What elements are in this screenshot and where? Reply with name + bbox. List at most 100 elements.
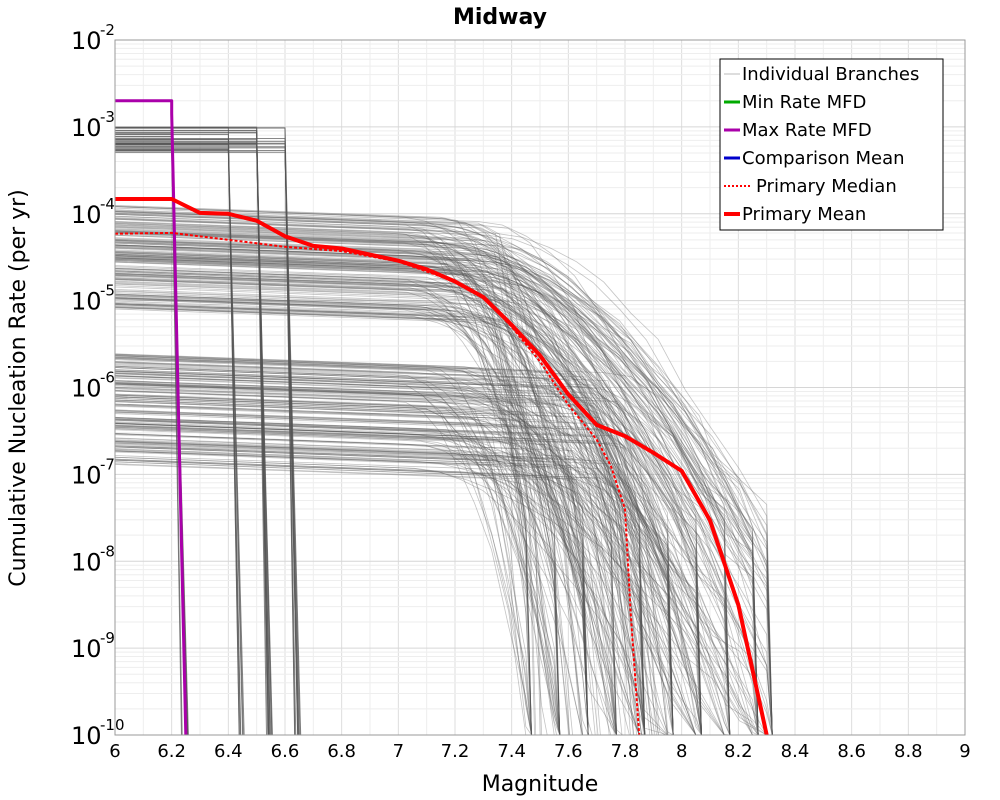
branch-line xyxy=(114,382,617,736)
branch-line xyxy=(114,222,532,736)
branch-line xyxy=(114,300,533,736)
branch-line xyxy=(114,257,702,736)
branch-line xyxy=(114,459,730,736)
branch-line xyxy=(114,283,773,736)
branch-line xyxy=(114,370,617,736)
branch-line xyxy=(114,249,773,736)
branch-line xyxy=(114,246,731,736)
branch-line xyxy=(114,213,532,736)
branch-line xyxy=(114,217,532,736)
branch-line xyxy=(114,355,773,736)
branch-line xyxy=(114,364,617,736)
branch-line xyxy=(114,372,773,736)
branch-line xyxy=(115,144,242,736)
branch-line xyxy=(114,383,532,736)
branch-line xyxy=(114,212,674,736)
branch-line xyxy=(114,257,759,736)
branch-line xyxy=(115,139,269,736)
branch-line xyxy=(114,273,731,736)
x-tick-label: 8.6 xyxy=(837,741,866,762)
branch-line xyxy=(114,228,773,736)
branch-line xyxy=(114,353,702,736)
branch-line xyxy=(114,247,702,736)
branch-line xyxy=(114,450,674,736)
branch-line xyxy=(114,296,589,736)
branch-line xyxy=(114,240,702,736)
x-tick-label: 7.6 xyxy=(554,741,583,762)
branch-line xyxy=(114,432,617,736)
branch-line xyxy=(114,265,589,736)
branch-line xyxy=(114,285,773,736)
branch-line xyxy=(114,222,646,736)
branch-line xyxy=(115,127,270,736)
branch-line xyxy=(114,270,532,736)
branch-line xyxy=(114,382,646,736)
branch-line xyxy=(114,380,656,736)
branch-line xyxy=(114,224,589,736)
branch-line xyxy=(114,419,593,736)
branch-line xyxy=(114,275,561,736)
branch-line xyxy=(114,386,773,736)
branch-line xyxy=(114,293,589,736)
legend-label: Min Rate MFD xyxy=(742,92,866,113)
branch-line xyxy=(114,228,759,736)
branch-line xyxy=(114,256,674,736)
branch-line xyxy=(114,369,773,736)
branch-line xyxy=(114,390,532,736)
branch-line xyxy=(114,205,731,736)
branch-line xyxy=(114,206,617,736)
branch-line xyxy=(114,233,589,736)
branch-line xyxy=(114,245,674,736)
branch-line xyxy=(114,238,759,736)
branch-line xyxy=(114,259,617,736)
branch-line xyxy=(114,353,646,736)
branch-line xyxy=(114,441,702,736)
branch-line xyxy=(114,297,702,736)
branch-line xyxy=(114,244,759,736)
branch-line xyxy=(114,279,589,736)
branch-line xyxy=(114,448,615,736)
branch-line xyxy=(114,425,658,736)
branch-line xyxy=(114,230,773,736)
plot-frame xyxy=(114,39,966,736)
branch-line xyxy=(114,380,635,736)
branch-line xyxy=(114,419,532,736)
branch-line xyxy=(114,449,773,736)
branch-line xyxy=(114,439,730,736)
branch-line xyxy=(114,383,646,736)
branch-line xyxy=(114,280,589,736)
branch-line xyxy=(114,261,759,736)
branch-line xyxy=(114,442,628,736)
series-primary-median xyxy=(114,231,641,736)
branch-line xyxy=(114,307,589,736)
branch-line xyxy=(114,396,630,736)
branch-line xyxy=(114,255,759,736)
branch-line xyxy=(114,419,532,736)
branch-line xyxy=(114,383,731,736)
branch-line xyxy=(114,375,702,736)
branch-line xyxy=(114,433,579,736)
branch-line xyxy=(114,295,759,736)
branch-line xyxy=(114,422,645,736)
branch-line xyxy=(114,438,759,736)
branch-line xyxy=(114,241,617,736)
branch-line xyxy=(114,268,773,736)
branch-line xyxy=(114,411,702,736)
branch-line xyxy=(114,298,589,736)
branch-line xyxy=(114,283,646,736)
branch-line xyxy=(114,387,759,736)
branch-line xyxy=(114,255,674,736)
branch-line xyxy=(114,458,773,736)
branch-line xyxy=(114,423,759,736)
branch-line xyxy=(114,223,589,736)
branch-line xyxy=(114,233,759,736)
branch-line xyxy=(114,416,617,736)
branch-line xyxy=(114,273,702,736)
branch-line xyxy=(114,354,773,736)
branch-line xyxy=(114,250,589,736)
legend-box xyxy=(719,58,944,231)
branch-line xyxy=(114,214,561,736)
branch-line xyxy=(114,404,646,736)
branch-line xyxy=(114,390,532,736)
